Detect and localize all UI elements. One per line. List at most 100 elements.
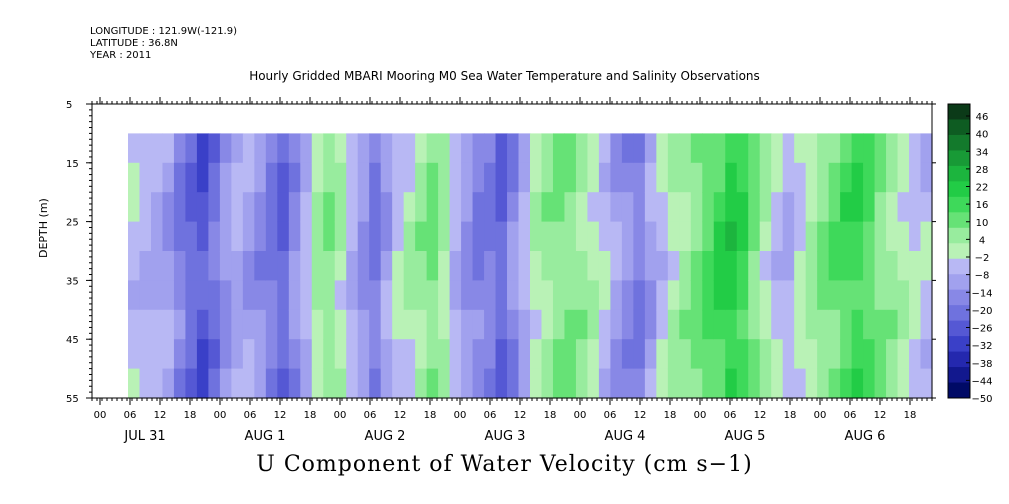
heatmap-cell xyxy=(610,368,623,399)
heatmap-cell xyxy=(886,309,899,340)
heatmap-cell xyxy=(863,192,876,223)
heatmap-cell xyxy=(748,251,761,281)
heatmap-cell xyxy=(863,339,876,370)
heatmap-cell xyxy=(334,251,347,281)
heatmap-cell xyxy=(219,339,232,370)
heatmap-cell xyxy=(392,221,405,252)
heatmap-cell xyxy=(472,251,485,281)
heatmap-cell xyxy=(128,133,141,164)
heatmap-cell xyxy=(794,192,807,223)
heatmap-cell xyxy=(518,133,531,164)
heatmap-cell xyxy=(128,280,141,311)
heatmap-cell xyxy=(380,133,393,164)
heatmap-cell xyxy=(392,339,405,370)
heatmap-cell xyxy=(288,368,301,399)
heatmap-cell xyxy=(725,133,738,164)
heatmap-cell xyxy=(323,309,336,340)
heatmap-cell xyxy=(449,192,462,223)
heatmap-cell xyxy=(725,280,738,311)
heatmap-cell xyxy=(633,221,646,252)
heatmap-cell xyxy=(587,162,600,193)
heatmap-cell xyxy=(644,251,657,281)
heatmap-cell xyxy=(242,221,255,252)
heatmap-cell xyxy=(817,221,830,252)
heatmap-cell xyxy=(196,192,209,223)
heatmap-cell xyxy=(644,368,657,399)
heatmap-cell xyxy=(346,162,359,193)
heatmap-cell xyxy=(909,133,922,164)
heatmap-cell xyxy=(300,162,313,193)
heatmap-cell xyxy=(633,162,646,193)
heatmap-cell xyxy=(759,368,772,399)
heatmap-cell xyxy=(254,339,267,370)
heatmap-cell xyxy=(759,133,772,164)
heatmap-cell xyxy=(541,221,554,252)
heatmap-cell xyxy=(679,339,692,370)
heatmap-cell xyxy=(794,368,807,399)
colorbar-swatch xyxy=(948,134,970,151)
x-day-label: AUG 3 xyxy=(485,429,526,444)
heatmap-cell xyxy=(897,133,910,164)
heatmap-cell xyxy=(920,192,933,223)
heatmap-cell xyxy=(817,162,830,193)
x-hour-label: 06 xyxy=(364,410,377,421)
heatmap-cell xyxy=(690,133,703,164)
heatmap-cell xyxy=(690,280,703,311)
colorbar-swatch xyxy=(948,289,970,306)
heatmap-cell xyxy=(679,192,692,223)
x-hour-label: 00 xyxy=(814,410,827,421)
heatmap-cell xyxy=(242,133,255,164)
heatmap-cell xyxy=(254,280,267,311)
heatmap-cell xyxy=(598,192,611,223)
heatmap-cell xyxy=(415,162,428,193)
heatmap-cell xyxy=(771,309,784,340)
heatmap-cell xyxy=(426,221,439,252)
heatmap-cell xyxy=(507,368,520,399)
heatmap-cell xyxy=(357,192,370,223)
heatmap-cell xyxy=(369,251,382,281)
y-tick-label: 15 xyxy=(66,159,79,170)
heatmap-cell xyxy=(610,280,623,311)
heatmap-cell xyxy=(288,251,301,281)
x-hour-label: 06 xyxy=(724,410,737,421)
heatmap-cell xyxy=(564,251,577,281)
heatmap-cell xyxy=(208,368,221,399)
heatmap-cell xyxy=(507,339,520,370)
heatmap-cell xyxy=(196,221,209,252)
heatmap-cell xyxy=(277,221,290,252)
heatmap-cell xyxy=(817,368,830,399)
heatmap-cell xyxy=(610,133,623,164)
heatmap-cell xyxy=(564,192,577,223)
heatmap-cell xyxy=(380,251,393,281)
heatmap-cell xyxy=(300,251,313,281)
x-day-label: AUG 4 xyxy=(605,429,646,444)
heatmap-cell xyxy=(495,280,508,311)
heatmap-cell xyxy=(598,221,611,252)
heatmap-cell xyxy=(219,368,232,399)
heatmap-cell xyxy=(300,339,313,370)
heatmap-cell xyxy=(782,280,795,311)
heatmap-cell xyxy=(621,251,634,281)
heatmap-cell xyxy=(782,133,795,164)
heatmap-cell xyxy=(128,339,141,370)
heatmap-cell xyxy=(679,133,692,164)
heatmap-cell xyxy=(851,192,864,223)
heatmap-cell xyxy=(886,133,899,164)
heatmap-cell xyxy=(759,192,772,223)
heatmap-cell xyxy=(575,280,589,311)
heatmap-cell xyxy=(208,162,221,193)
heatmap-cell xyxy=(874,251,887,281)
colorbar-swatch xyxy=(948,305,970,322)
heatmap-cell xyxy=(300,221,313,252)
heatmap-cell xyxy=(173,251,187,281)
heatmap-cell xyxy=(564,309,577,340)
heatmap-cell xyxy=(759,162,772,193)
heatmap-cell xyxy=(598,339,611,370)
heatmap-cell xyxy=(713,339,726,370)
heatmap-cell xyxy=(242,339,255,370)
heatmap-cell xyxy=(196,251,209,281)
colorbar-swatch xyxy=(948,165,970,182)
heatmap-cell xyxy=(208,339,221,370)
heatmap-cell xyxy=(782,339,795,370)
y-tick-label: 35 xyxy=(66,276,79,287)
